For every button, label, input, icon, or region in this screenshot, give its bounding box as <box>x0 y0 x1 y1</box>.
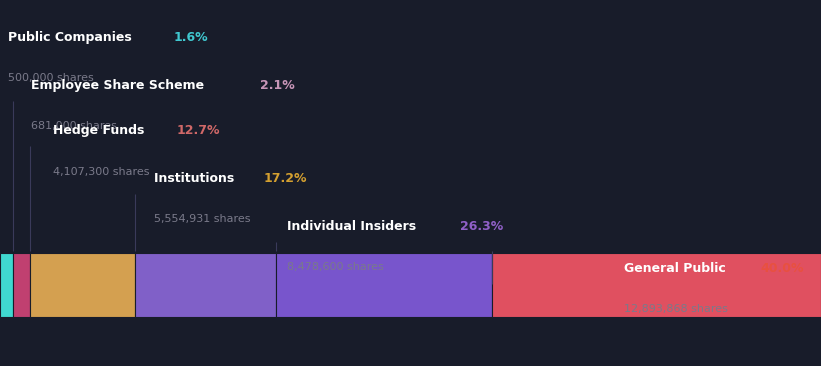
Text: Public Companies: Public Companies <box>8 31 136 44</box>
Text: 1.6%: 1.6% <box>173 31 209 44</box>
Text: 681,000 shares: 681,000 shares <box>31 121 117 131</box>
Text: Hedge Funds: Hedge Funds <box>53 124 149 138</box>
Bar <box>493 253 821 317</box>
Bar <box>276 253 493 317</box>
Text: 8,478,600 shares: 8,478,600 shares <box>287 262 384 272</box>
Text: 500,000 shares: 500,000 shares <box>8 73 94 83</box>
Text: 17.2%: 17.2% <box>264 172 307 185</box>
Text: 26.3%: 26.3% <box>460 220 502 233</box>
Text: 5,554,931 shares: 5,554,931 shares <box>154 214 251 224</box>
Text: Individual Insiders: Individual Insiders <box>287 220 421 233</box>
Text: 40.0%: 40.0% <box>761 262 805 275</box>
Text: 12.7%: 12.7% <box>177 124 220 138</box>
Text: 4,107,300 shares: 4,107,300 shares <box>53 167 150 176</box>
Text: Employee Share Scheme: Employee Share Scheme <box>31 79 209 92</box>
Text: 2.1%: 2.1% <box>260 79 295 92</box>
Text: 12,893,868 shares: 12,893,868 shares <box>624 304 728 314</box>
Bar <box>135 253 276 317</box>
Bar <box>0 253 13 317</box>
Bar <box>13 253 30 317</box>
Text: General Public: General Public <box>624 262 730 275</box>
Bar <box>30 253 135 317</box>
Text: Institutions: Institutions <box>154 172 239 185</box>
